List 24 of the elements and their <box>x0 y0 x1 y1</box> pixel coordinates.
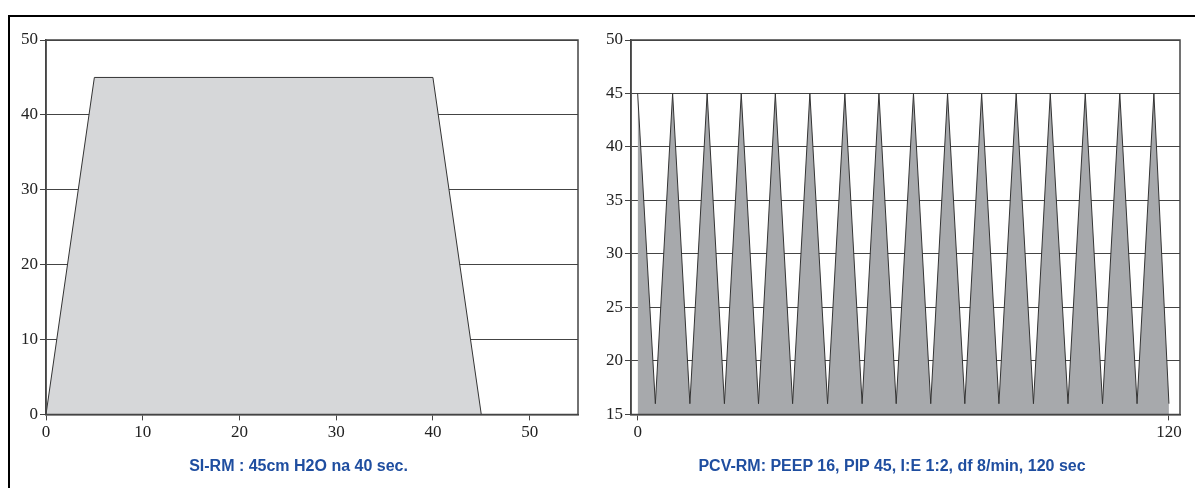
x-tick-label: 0 <box>633 422 642 442</box>
y-tick-label: 45 <box>606 82 623 102</box>
y-tick-label: 40 <box>21 104 38 124</box>
x-tick-label: 50 <box>521 422 539 442</box>
x-tick-label: 10 <box>134 422 152 442</box>
y-tick-label: 35 <box>606 189 623 209</box>
x-tick-label: 40 <box>424 422 442 442</box>
x-tick-label: 120 <box>1156 422 1182 442</box>
y-tick-label: 50 <box>606 29 623 49</box>
y-tick-label: 30 <box>606 243 623 263</box>
text: PCV-RM: PEEP 16, PIP 45, I:E 1:2, df 8/min, 120 sec <box>698 456 1086 474</box>
y-tick-label: 20 <box>21 254 38 274</box>
y-tick-label: 50 <box>21 29 38 49</box>
y-tick-label: 25 <box>606 296 623 316</box>
x-tick-label: 0 <box>41 422 51 442</box>
x-tick-label: 20 <box>230 422 248 442</box>
y-tick-label: 40 <box>606 136 623 156</box>
y-tick-label: 10 <box>21 328 38 348</box>
y-tick-label: 15 <box>606 403 623 423</box>
y-tick-label: 0 <box>29 403 38 423</box>
y-tick-label: 20 <box>606 350 623 370</box>
x-tick-label: 30 <box>327 422 345 442</box>
text: SI-RM : 45cm H2O na 40 sec. <box>189 456 408 474</box>
y-tick-label: 30 <box>21 179 38 199</box>
